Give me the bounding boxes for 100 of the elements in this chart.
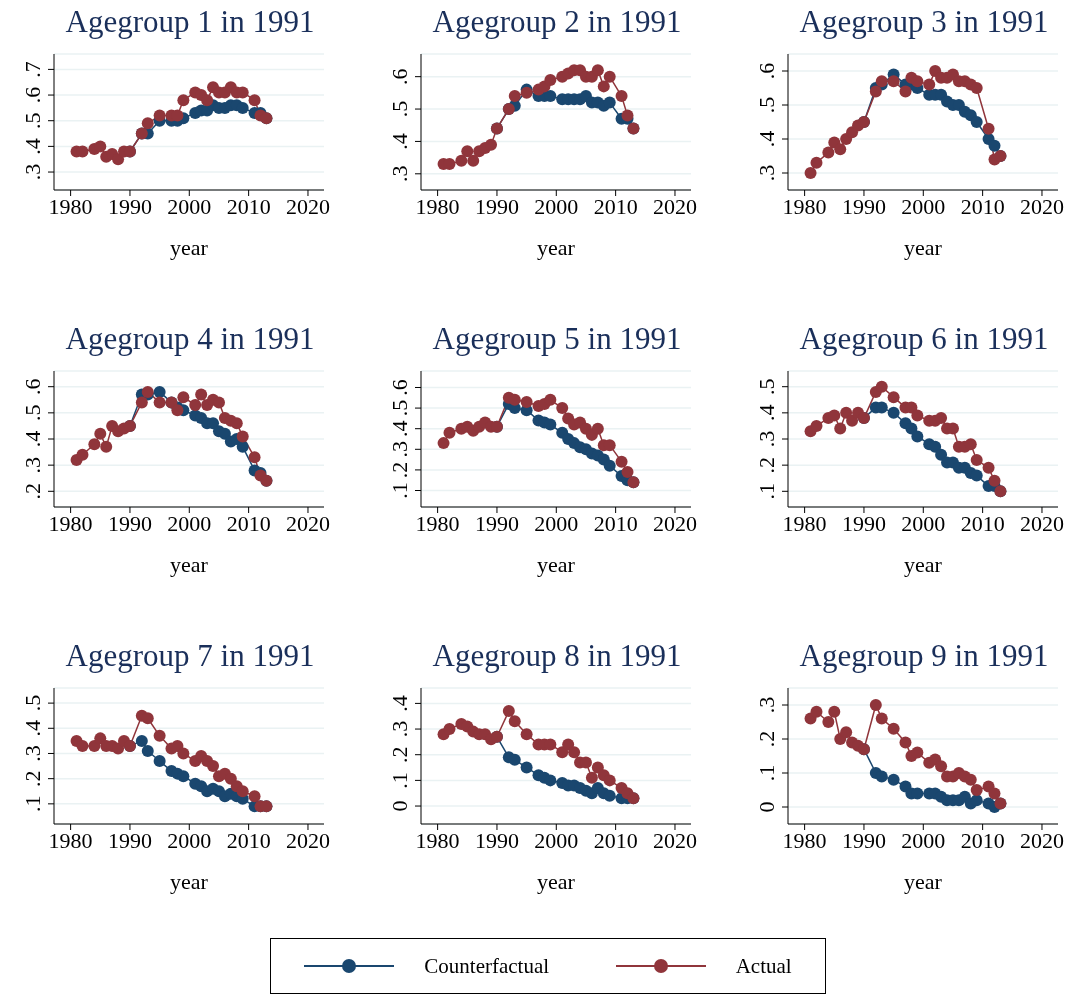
x-tick-label: 1980 — [782, 827, 827, 853]
y-tick-label: .1 — [754, 483, 779, 500]
y-tick-label: .4 — [20, 720, 45, 737]
x-axis-title: year — [537, 552, 576, 577]
x-tick-label: 2020 — [652, 827, 697, 853]
x-axis-title: year — [904, 869, 943, 894]
x-tick-label: 1980 — [48, 827, 93, 853]
y-tick-label: .5 — [387, 100, 412, 118]
x-axis-title: year — [537, 869, 576, 894]
x-axis-title: year — [170, 869, 209, 894]
x-tick-label: 2020 — [652, 510, 697, 536]
x-tick-label: 1980 — [782, 510, 827, 536]
x-tick-label: 2020 — [1019, 827, 1064, 853]
x-tick-label: 2000 — [534, 510, 579, 536]
x-tick-label: 2020 — [285, 827, 330, 853]
y-tick-label: .3 — [754, 430, 779, 448]
y-tick-label: .2 — [754, 730, 779, 748]
x-tick-label: 1990 — [474, 827, 519, 853]
x-tick-label: 1980 — [415, 510, 460, 536]
y-tick-label: .4 — [754, 404, 779, 422]
y-tick-label: .3 — [20, 745, 45, 762]
chart-title: Agegroup 8 in 1991 — [431, 637, 683, 675]
x-tick-label: 2020 — [285, 510, 330, 536]
x-axis-title: year — [537, 235, 576, 260]
y-tick-label: .2 — [20, 483, 45, 500]
x-tick-label: 1990 — [841, 510, 886, 536]
y-tick-label: .3 — [20, 456, 45, 474]
chart-title: Agegroup 6 in 1991 — [798, 320, 1050, 358]
chart-title: Agegroup 5 in 1991 — [431, 320, 683, 358]
y-tick-label: .2 — [387, 746, 412, 763]
x-tick-label: 2010 — [593, 827, 638, 853]
chart-title: Agegroup 9 in 1991 — [798, 637, 1050, 675]
x-tick-label: 1980 — [48, 510, 93, 536]
chart-title: Agegroup 4 in 1991 — [64, 320, 316, 358]
x-tick-label: 2010 — [960, 193, 1005, 219]
y-tick-label: .5 — [20, 404, 45, 422]
y-tick-label: .2 — [20, 770, 45, 787]
x-tick-label: 2010 — [593, 193, 638, 219]
chart-title: Agegroup 2 in 1991 — [431, 3, 683, 41]
y-tick-label: .6 — [387, 68, 412, 85]
x-axis-title: year — [170, 235, 209, 260]
y-tick-label: .2 — [754, 456, 779, 474]
y-tick-label: .6 — [20, 86, 45, 104]
x-tick-label: 2020 — [652, 193, 697, 219]
x-axis-title: year — [904, 552, 943, 577]
y-tick-label: .5 — [20, 112, 45, 129]
x-axis-title: year — [170, 552, 209, 577]
y-tick-label: 0 — [754, 801, 779, 813]
y-tick-label: .4 — [387, 420, 412, 437]
x-tick-label: 1980 — [48, 193, 93, 219]
legend-label: Counterfactual — [424, 953, 550, 979]
y-tick-label: .6 — [754, 62, 779, 80]
y-tick-label: .4 — [754, 130, 779, 148]
x-tick-label: 2000 — [534, 827, 579, 853]
x-tick-label: 2000 — [167, 510, 212, 536]
y-tick-label: .6 — [20, 378, 45, 395]
x-tick-label: 2010 — [226, 510, 271, 536]
x-tick-label: 2000 — [901, 193, 946, 219]
x-tick-label: 2000 — [167, 827, 212, 853]
legend-label: Actual — [735, 953, 792, 979]
x-tick-label: 2020 — [285, 193, 330, 219]
y-tick-label: .1 — [754, 764, 779, 782]
y-tick-label: .7 — [20, 61, 45, 78]
y-tick-label: .4 — [387, 133, 412, 150]
x-tick-label: 1980 — [415, 827, 460, 853]
x-tick-label: 2020 — [1019, 510, 1064, 536]
x-tick-label: 2010 — [960, 510, 1005, 536]
x-tick-label: 2000 — [167, 193, 212, 219]
x-tick-label: 2010 — [960, 827, 1005, 853]
y-tick-label: .4 — [20, 430, 45, 448]
x-tick-label: 1990 — [107, 193, 152, 219]
y-tick-label: .3 — [387, 165, 412, 183]
x-tick-label: 2000 — [534, 193, 579, 219]
chart-title: Agegroup 1 in 1991 — [64, 3, 316, 41]
x-tick-label: 1990 — [841, 193, 886, 219]
y-tick-label: .5 — [754, 96, 779, 114]
x-axis-title: year — [904, 235, 943, 260]
x-tick-label: 2010 — [226, 827, 271, 853]
x-tick-label: 1990 — [107, 827, 152, 853]
y-tick-label: 0 — [387, 800, 412, 812]
y-tick-label: .6 — [387, 379, 412, 396]
y-tick-label: .3 — [387, 720, 412, 738]
y-tick-label: .3 — [754, 696, 779, 714]
chart-title: Agegroup 3 in 1991 — [798, 3, 1050, 41]
y-tick-label: .3 — [387, 441, 412, 458]
y-tick-label: .1 — [20, 795, 45, 813]
x-tick-label: 1990 — [107, 510, 152, 536]
chart-title: Agegroup 7 in 1991 — [64, 637, 316, 675]
x-tick-label: 1990 — [474, 193, 519, 219]
x-tick-label: 1990 — [841, 827, 886, 853]
y-tick-label: .1 — [387, 482, 412, 499]
y-tick-label: .5 — [20, 694, 45, 712]
x-tick-label: 1980 — [782, 193, 827, 219]
y-tick-label: .5 — [387, 399, 412, 417]
x-tick-label: 2010 — [593, 510, 638, 536]
y-tick-label: .4 — [20, 138, 45, 155]
y-tick-label: .2 — [387, 461, 412, 479]
x-tick-label: 2010 — [226, 193, 271, 219]
y-tick-label: .1 — [387, 772, 412, 789]
y-tick-label: .5 — [754, 378, 779, 395]
